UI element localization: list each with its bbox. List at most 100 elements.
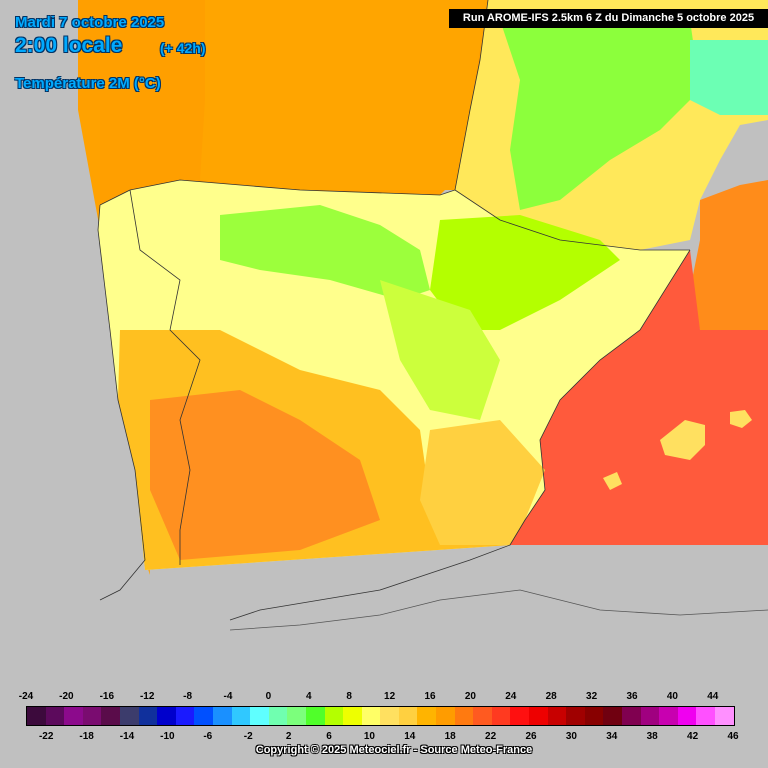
legend-tick-label: 28	[545, 691, 557, 702]
north-green-band	[220, 205, 430, 300]
legend-swatch	[677, 707, 697, 725]
run-info: Run AROME-IFS 2.5km 6 Z du Dimanche 5 oc…	[449, 9, 768, 28]
legend-tick-label: 14	[404, 731, 416, 742]
legend-tick-label: -14	[119, 731, 135, 742]
legend-tick-label: -4	[223, 691, 233, 702]
legend-tick-label: -2	[243, 731, 253, 742]
legend-tick-label: 18	[444, 731, 456, 742]
parameter-title: Température 2M (°C)	[15, 75, 161, 92]
ibiza-island	[603, 472, 622, 490]
legend-swatch	[380, 707, 399, 725]
coastline-east	[229, 249, 691, 621]
france-cyan	[690, 40, 768, 115]
legend-tick-label: 30	[565, 731, 577, 742]
legend-tick-label: -16	[99, 691, 115, 702]
legend-tick-label: 16	[424, 691, 436, 702]
legend-tick-label: -10	[160, 731, 175, 742]
legend-tick-label: -8	[183, 691, 193, 702]
legend-swatch	[584, 707, 604, 725]
guadalquivir-hot	[150, 390, 380, 560]
legend-swatch	[436, 707, 455, 725]
legend-tick-label: 46	[727, 731, 739, 742]
legend-tick-label: -12	[139, 691, 155, 702]
gulf-of-lion	[690, 180, 768, 330]
legend-swatch	[640, 707, 660, 725]
central-green	[380, 280, 500, 420]
pyrenees-border	[454, 189, 690, 251]
legend-swatch	[27, 707, 46, 725]
legend-swatch	[101, 707, 120, 725]
legend-tick-label: 8	[346, 691, 352, 702]
legend-tick-label: 24	[505, 691, 517, 702]
legend-swatch	[82, 707, 102, 725]
legend-tick-label: 34	[606, 731, 618, 742]
lead-time: (+ 42h)	[160, 40, 206, 56]
legend-tick-label: 44	[707, 691, 719, 702]
coastline-west	[97, 204, 146, 601]
legend-swatch	[491, 707, 511, 725]
legend-tick-label: 32	[586, 691, 598, 702]
legend-tick-label: -20	[59, 691, 74, 702]
ebro-green	[430, 215, 620, 330]
legend-swatch	[361, 707, 381, 725]
legend-swatch	[659, 707, 678, 725]
mediterranean-sea	[510, 250, 768, 545]
legend-swatch	[473, 707, 492, 725]
legend-tick-label: -18	[79, 731, 94, 742]
legend-tick-label: 38	[646, 731, 658, 742]
legend-swatch	[231, 707, 251, 725]
legend-swatch	[622, 707, 641, 725]
legend-swatch	[250, 707, 269, 725]
legend-tick-label: 42	[687, 731, 699, 742]
forecast-time: 2:00 locale	[15, 34, 123, 57]
legend-swatch	[417, 707, 437, 725]
legend-tick-label: 6	[326, 731, 332, 742]
legend-swatch	[696, 707, 715, 725]
legend-tick-label: 4	[306, 691, 312, 702]
coastline-north	[99, 0, 489, 206]
legend-tick-label: -24	[18, 691, 34, 702]
mallorca-island	[660, 420, 705, 460]
legend-swatch	[510, 707, 530, 725]
southeast-warm	[420, 420, 545, 545]
legend-swatch	[268, 707, 288, 725]
legend-tick-label: 20	[464, 691, 476, 702]
legend-tick-label: 2	[285, 731, 292, 742]
legend-tick-label: 0	[265, 691, 272, 702]
legend-tick-label: 10	[363, 731, 375, 742]
north-africa-coast	[229, 589, 768, 631]
legend-tick-label: 26	[525, 731, 537, 742]
legend-swatch	[547, 707, 567, 725]
legend-swatch	[157, 707, 176, 725]
legend-swatch	[305, 707, 325, 725]
legend-swatch	[324, 707, 344, 725]
menorca-island	[730, 410, 752, 428]
legend-color-scale	[26, 706, 735, 726]
legend-swatch	[64, 707, 83, 725]
legend-tick-label: 36	[626, 691, 638, 702]
legend-swatch	[398, 707, 418, 725]
france-green	[500, 20, 700, 210]
legend-swatch	[138, 707, 158, 725]
legend-swatch	[45, 707, 65, 725]
legend-swatch	[714, 707, 734, 725]
legend-swatch	[603, 707, 622, 725]
legend-swatch	[287, 707, 306, 725]
forecast-date: Mardi 7 octobre 2025	[15, 14, 165, 31]
legend-swatch	[119, 707, 139, 725]
legend-tick-label: -6	[203, 731, 213, 742]
legend-tick-label: -22	[38, 731, 54, 742]
portugal-border	[129, 189, 201, 565]
legend-swatch	[529, 707, 548, 725]
legend-swatch	[454, 707, 474, 725]
legend-swatch	[566, 707, 585, 725]
legend-swatch	[175, 707, 195, 725]
biscay-sea-upper	[200, 0, 488, 190]
color-legend: Copyright © 2025 Meteociel.fr - Source M…	[0, 680, 768, 768]
legend-swatch	[343, 707, 362, 725]
legend-swatch	[212, 707, 232, 725]
copyright-text: Copyright © 2025 Meteociel.fr - Source M…	[255, 744, 533, 756]
legend-tick-label: 12	[384, 691, 396, 702]
legend-tick-label: 40	[666, 691, 678, 702]
